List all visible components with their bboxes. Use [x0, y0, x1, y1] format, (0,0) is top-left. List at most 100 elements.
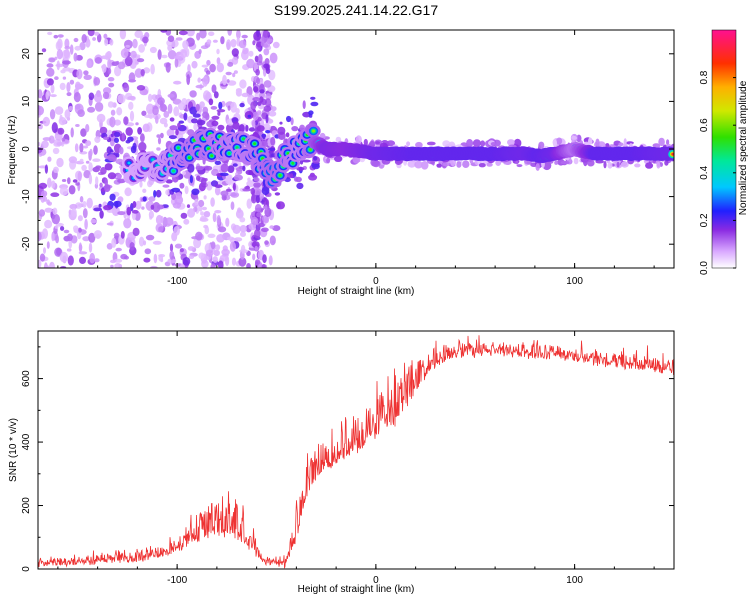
heatmap-noise-blob — [79, 142, 84, 153]
heatmap-noise-blob — [165, 189, 171, 196]
heatmap-noise-blob — [232, 224, 241, 234]
heatmap-noise-blob — [203, 195, 207, 200]
heatmap-noise-blob — [187, 246, 195, 251]
heatmap-noise-blob — [99, 126, 108, 135]
heatmap-noise-blob — [150, 265, 158, 268]
heatmap-ridge-blob — [127, 161, 131, 165]
heatmap-noise-blob — [191, 188, 200, 196]
heatmap-noise-blob — [206, 59, 211, 66]
heatmap-noise-blob — [144, 114, 153, 119]
heatmap-noise-blob — [38, 142, 41, 147]
heatmap-noise-blob — [162, 184, 170, 188]
heatmap-noise-blob — [259, 89, 265, 94]
heatmap-noise-blob — [276, 201, 285, 210]
heatmap-noise-blob — [38, 89, 43, 99]
heatmap-noise-blob — [198, 199, 205, 208]
colorbar-tick-label: 0.8 — [699, 70, 710, 84]
heatmap-noise-blob — [256, 212, 262, 218]
heatmap-noise-blob — [138, 44, 146, 53]
heatmap-noise-blob — [257, 101, 262, 106]
heatmap-ridge-blob — [207, 147, 210, 151]
heatmap-noise-blob — [248, 127, 256, 132]
heatmap-noise-blob — [56, 142, 63, 146]
heatmap-noise-blob — [216, 62, 224, 73]
heatmap-noise-blob — [495, 159, 502, 166]
heatmap-noise-blob — [191, 60, 198, 69]
heatmap-noise-blob — [125, 127, 133, 136]
heatmap-noise-blob — [252, 131, 259, 138]
heatmap-noise-blob — [54, 76, 59, 80]
heatmap-noise-blob — [103, 33, 108, 39]
heatmap-noise-blob — [87, 30, 95, 37]
heatmap-noise-blob — [110, 109, 116, 116]
heatmap-noise-blob — [104, 178, 108, 187]
heatmap-noise-blob — [426, 141, 436, 146]
heatmap-noise-blob — [436, 163, 443, 168]
heatmap-noise-blob — [263, 63, 270, 69]
heatmap-noise-blob — [74, 143, 79, 153]
heatmap-noise-blob — [246, 263, 251, 268]
heatmap-noise-blob — [242, 165, 246, 172]
heatmap-noise-blob — [66, 248, 72, 252]
heatmap-ridge-blob — [168, 154, 172, 157]
heatmap-noise-blob — [169, 125, 178, 131]
heatmap-noise-blob — [414, 160, 423, 169]
heatmap-noise-blob — [173, 55, 183, 60]
colorbar-ticks: 0.0 0.2 0.4 0.6 0.8 — [699, 70, 736, 275]
heatmap-noise-blob — [191, 118, 198, 124]
heatmap-noise-blob — [74, 104, 81, 110]
heatmap-noise-blob — [38, 105, 44, 116]
y-tick-label: 0 — [21, 146, 32, 152]
heatmap-noise-blob — [142, 188, 147, 193]
heatmap-noise-blob — [115, 60, 120, 65]
heatmap-noise-blob — [202, 76, 209, 87]
heatmap-noise-blob — [48, 57, 56, 63]
heatmap-noise-blob — [272, 225, 281, 232]
heatmap-noise-blob — [210, 241, 216, 250]
heatmap-noise-blob — [129, 110, 135, 122]
heatmap-noise-blob — [265, 67, 271, 74]
heatmap-noise-blob — [211, 84, 217, 93]
heatmap-noise-blob — [70, 208, 77, 217]
heatmap-noise-blob — [92, 37, 96, 41]
heatmap-noise-blob — [552, 139, 558, 147]
heatmap-noise-blob — [77, 109, 85, 117]
heatmap-noise-blob — [134, 30, 143, 38]
heatmap-noise-blob — [136, 85, 146, 91]
heatmap-noise-blob — [233, 70, 238, 74]
heatmap-noise-blob — [174, 243, 183, 249]
heatmap-noise-blob — [42, 116, 50, 127]
heatmap-noise-blob — [226, 236, 235, 241]
heatmap-noise-blob — [239, 225, 247, 233]
heatmap-noise-blob — [194, 173, 202, 177]
heatmap-noise-blob — [117, 61, 126, 70]
heatmap-noise-blob — [142, 123, 150, 133]
heatmap-noise-blob — [114, 137, 119, 143]
heatmap-noise-blob — [189, 175, 193, 184]
heatmap-noise-blob — [55, 63, 65, 68]
heatmap-noise-blob — [212, 256, 218, 263]
heatmap-noise-blob — [98, 203, 102, 208]
heatmap-noise-blob — [175, 37, 183, 41]
heatmap-noise-blob — [187, 208, 196, 218]
heatmap-noise-blob — [386, 140, 396, 147]
heatmap-noise-blob — [152, 105, 159, 116]
heatmap-noise-blob — [620, 161, 629, 168]
heatmap-noise-blob — [165, 30, 172, 36]
colorbar-tick-label: 0.2 — [699, 213, 710, 227]
heatmap-noise-blob — [43, 265, 50, 268]
heatmap-noise-blob — [104, 163, 113, 171]
heatmap-noise-blob — [109, 149, 114, 153]
heatmap-noise-blob — [48, 135, 55, 144]
heatmap-noise-blob — [253, 86, 259, 93]
heatmap-ridge-blob — [278, 174, 282, 177]
heatmap-noise-blob — [179, 248, 184, 253]
heatmap-noise-blob — [51, 180, 56, 189]
heatmap-noise-blob — [66, 92, 72, 97]
heatmap-noise-blob — [117, 93, 126, 104]
heatmap-noise-blob — [274, 192, 281, 196]
heatmap-noise-blob — [595, 138, 600, 147]
heatmap-noise-blob — [80, 128, 87, 137]
heatmap-noise-blob — [111, 237, 117, 248]
y-tick-label: 0 — [21, 566, 32, 572]
